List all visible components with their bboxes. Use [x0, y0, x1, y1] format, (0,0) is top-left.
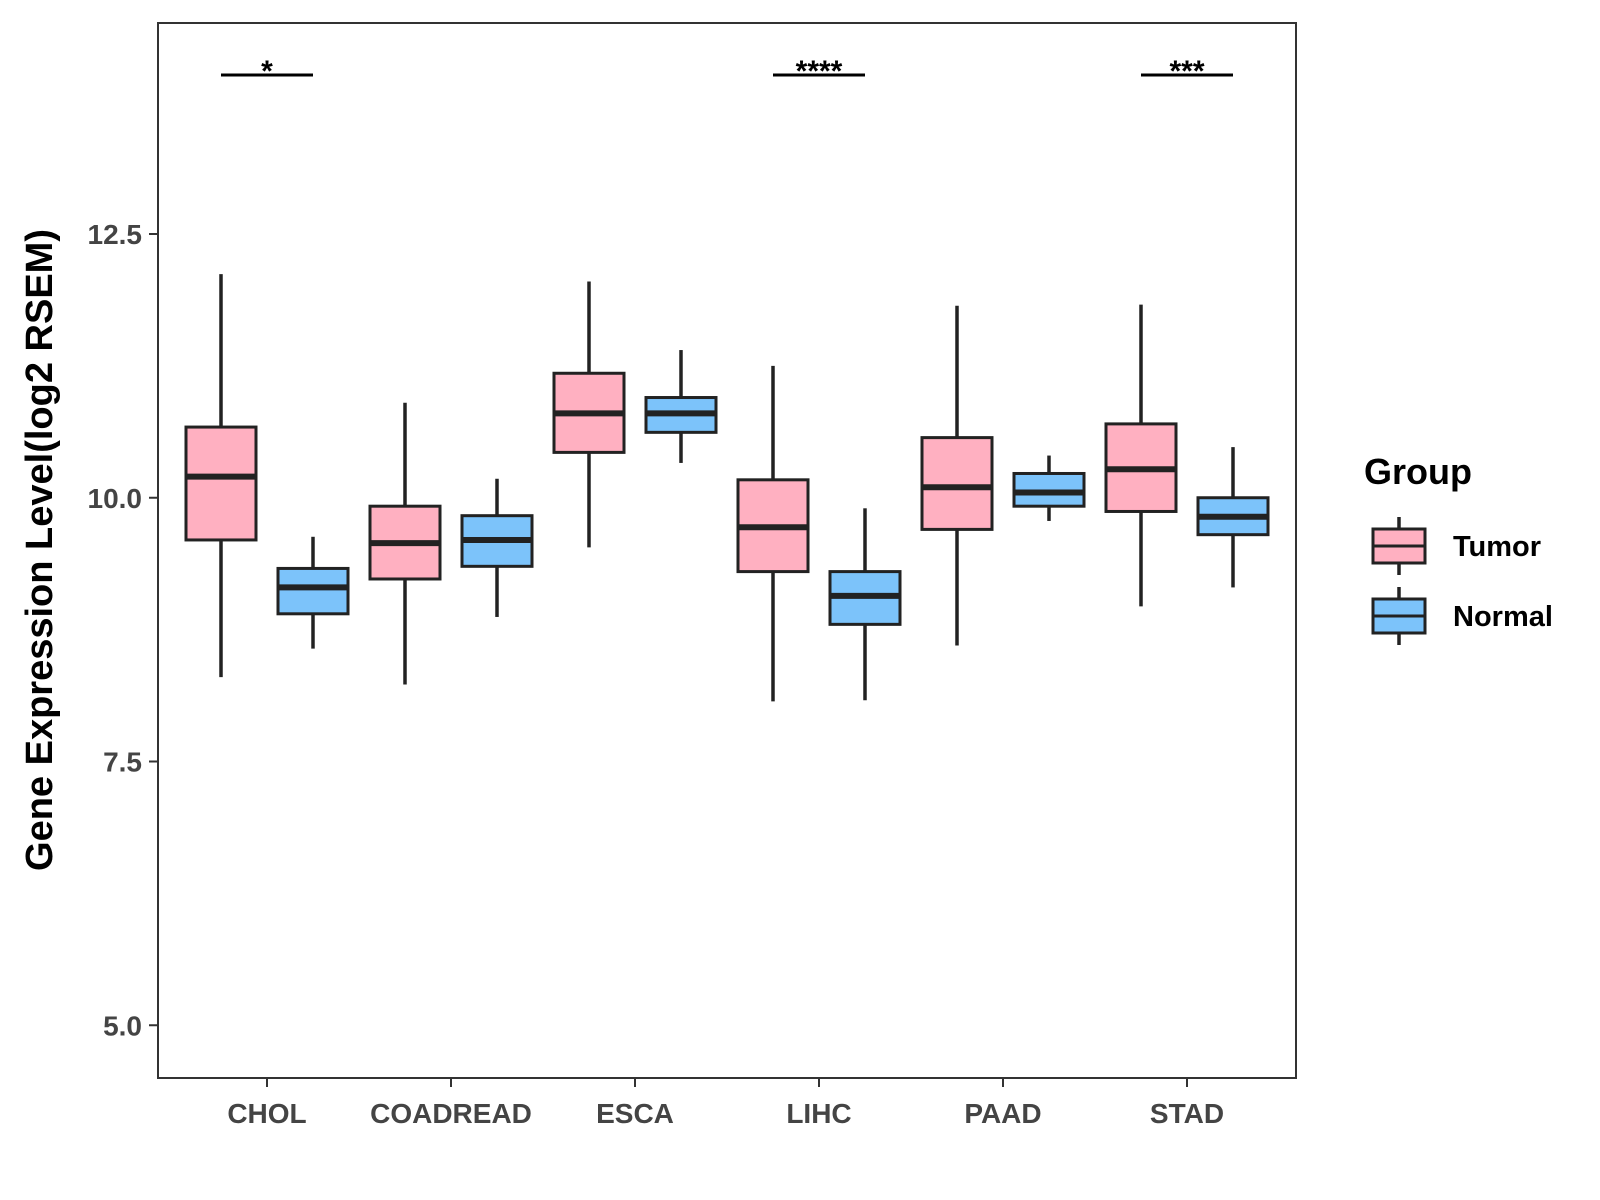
box-tumor-paad: [920, 305, 994, 646]
x-tick-label: COADREAD: [370, 1098, 532, 1129]
box-tumor-esca: [552, 281, 626, 548]
y-tick-label: 10.0: [88, 483, 143, 514]
legend: Group Tumor Normal: [1364, 451, 1553, 645]
legend-entry-tumor: Tumor: [1371, 517, 1541, 575]
x-tick-label: PAAD: [964, 1098, 1041, 1129]
box-normal-stad: [1196, 447, 1270, 588]
box-iqr: [276, 566, 350, 616]
x-tick-label: LIHC: [786, 1098, 851, 1129]
box-normal-paad: [1012, 455, 1086, 521]
significance-label: *: [261, 55, 273, 88]
box-normal-coadread: [460, 478, 534, 617]
x-axis: CHOL COADREAD ESCA LIHC PAAD STAD: [227, 1078, 1224, 1129]
box-normal-esca: [644, 350, 718, 463]
legend-label: Normal: [1453, 601, 1553, 633]
box-series: [184, 274, 1270, 702]
plot-panel-border: [157, 22, 1297, 1079]
y-tick-label: 12.5: [88, 219, 143, 250]
x-tick-label: ESCA: [596, 1098, 674, 1129]
x-tick-label: STAD: [1150, 1098, 1224, 1129]
box-iqr: [184, 425, 258, 542]
y-tick-label: 5.0: [103, 1010, 142, 1041]
box-tumor-stad: [1104, 304, 1178, 607]
significance-label: ***: [1169, 55, 1204, 88]
legend-title: Group: [1364, 451, 1472, 492]
significance-label: ****: [796, 55, 843, 88]
x-tick-label: CHOL: [227, 1098, 306, 1129]
box-iqr: [920, 436, 994, 531]
legend-entry-normal: Normal: [1371, 587, 1553, 645]
box-normal-chol: [276, 536, 350, 649]
y-axis-title: Gene Expression Level(log2 RSEM): [19, 229, 61, 871]
y-tick-label: 7.5: [103, 747, 142, 778]
significance-annotations: * **** ***: [221, 55, 1233, 88]
legend-label: Tumor: [1453, 531, 1541, 563]
box-tumor-coadread: [368, 402, 442, 685]
box-normal-lihc: [828, 508, 902, 701]
box-tumor-lihc: [736, 365, 810, 702]
box-tumor-chol: [184, 274, 258, 678]
y-axis: 5.0 7.5 10.0 12.5: [88, 219, 158, 1041]
